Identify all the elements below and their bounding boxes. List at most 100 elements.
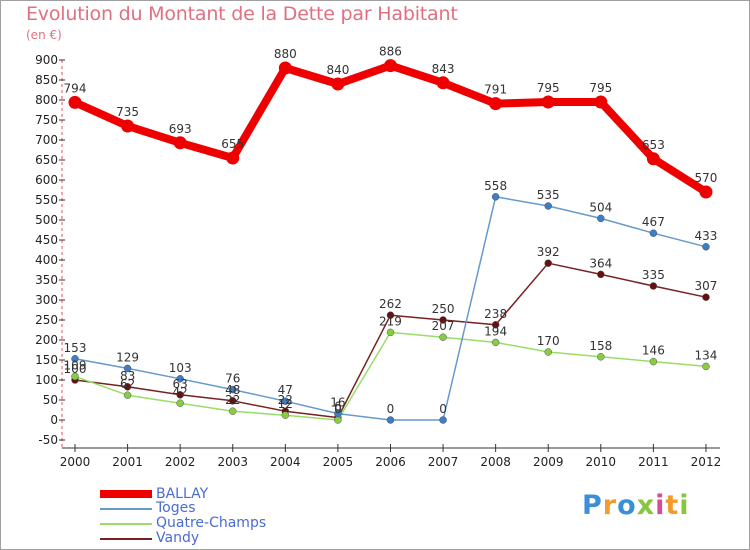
data-point — [281, 397, 290, 405]
data-label: 467 — [642, 215, 665, 229]
y-tick-label: 150 — [35, 353, 58, 367]
data-label: 392 — [537, 245, 560, 259]
data-label: 795 — [589, 81, 612, 95]
data-label: 22 — [225, 393, 240, 407]
data-point — [386, 416, 395, 424]
data-point — [334, 409, 342, 418]
x-tick-label: 2010 — [586, 455, 617, 469]
x-tick-label: 2001 — [112, 455, 143, 469]
data-point — [439, 333, 447, 341]
data-point — [226, 151, 240, 165]
data-label: 42 — [173, 385, 188, 399]
data-point — [68, 95, 82, 109]
data-label: 62 — [120, 377, 135, 391]
data-label: 12 — [278, 397, 293, 411]
data-point — [331, 77, 345, 91]
data-label: 504 — [589, 200, 612, 214]
data-label: 146 — [642, 344, 665, 358]
data-label: 880 — [274, 47, 297, 61]
data-label: 22 — [278, 393, 293, 407]
data-label: 250 — [432, 302, 455, 316]
axes: -500501001502002503003504004505005506006… — [35, 53, 721, 469]
y-tick-label: 850 — [35, 73, 58, 87]
data-label: 47 — [278, 383, 293, 397]
data-point — [439, 316, 447, 324]
data-point — [594, 95, 608, 109]
x-tick-label: 2002 — [165, 455, 196, 469]
data-label: 794 — [64, 81, 87, 95]
data-point — [71, 372, 79, 381]
y-tick-label: 200 — [35, 333, 58, 347]
data-label: 335 — [642, 268, 665, 282]
data-label: 535 — [537, 188, 560, 202]
data-label: 0 — [387, 402, 395, 416]
x-tick-label: 2007 — [428, 455, 459, 469]
data-label: 558 — [484, 179, 507, 193]
data-label: 219 — [379, 314, 402, 328]
y-tick-label: -50 — [38, 433, 58, 447]
data-point — [702, 362, 710, 371]
data-label: 16 — [330, 396, 345, 410]
data-label: 6 — [334, 400, 342, 414]
y-tick-label: 700 — [35, 133, 58, 147]
data-label: 83 — [120, 369, 135, 383]
legend-label-quatre-champs: Quatre-Champs — [156, 515, 267, 531]
data-label: 207 — [432, 319, 455, 333]
legend-label-vandy: Vandy — [156, 530, 200, 546]
data-point — [281, 411, 290, 419]
data-point — [544, 259, 552, 267]
data-point — [597, 353, 605, 361]
data-label: 433 — [695, 229, 718, 243]
data-point — [544, 348, 552, 356]
x-tick-label: 2004 — [270, 455, 301, 469]
data-labels: 794 735 693 655 880 840 886 843 791 795 795 653 570 1… — [64, 45, 718, 416]
data-point — [646, 152, 660, 166]
data-label: 693 — [169, 122, 192, 136]
data-point — [436, 76, 450, 90]
data-label: 103 — [169, 361, 192, 375]
x-tick-label: 2011 — [638, 455, 669, 469]
data-point — [702, 243, 710, 251]
data-label: 0 — [334, 402, 342, 416]
data-label: 262 — [379, 297, 402, 311]
y-tick-label: 100 — [35, 373, 58, 387]
data-label: 653 — [642, 138, 665, 152]
data-point — [649, 282, 658, 290]
chart-unit: (en €) — [26, 28, 62, 42]
data-label: 840 — [326, 63, 349, 77]
data-point — [123, 383, 132, 391]
data-point — [491, 193, 500, 201]
data-point — [228, 407, 237, 415]
data-point — [702, 293, 710, 301]
legend-label-toges: Toges — [156, 500, 196, 516]
data-label: 364 — [589, 256, 612, 270]
data-label: 76 — [225, 372, 240, 386]
data-point — [491, 321, 500, 329]
data-point — [489, 97, 503, 111]
data-label: 238 — [484, 307, 507, 321]
x-tick-label: 2008 — [480, 455, 511, 469]
data-point — [541, 95, 555, 109]
data-point — [176, 391, 184, 399]
y-tick-label: 0 — [50, 413, 58, 427]
data-point — [491, 338, 500, 347]
x-tick-label: 2009 — [533, 455, 564, 469]
data-label: 0 — [439, 402, 447, 416]
y-tick-label: 600 — [35, 173, 58, 187]
y-tick-label: 900 — [35, 53, 58, 67]
data-label: 194 — [484, 324, 507, 338]
data-point — [383, 59, 397, 73]
data-label: 153 — [64, 341, 87, 355]
data-point — [123, 391, 132, 399]
data-point — [176, 375, 184, 383]
x-tick-label: 2005 — [323, 455, 354, 469]
y-tick-label: 300 — [35, 293, 58, 307]
data-point — [439, 416, 447, 424]
data-label: 170 — [537, 334, 560, 348]
x-tick-label: 2003 — [217, 455, 248, 469]
y-tick-label: 450 — [35, 233, 58, 247]
data-label: 791 — [484, 83, 507, 97]
x-tick-label: 2006 — [375, 455, 406, 469]
data-label: 307 — [695, 279, 718, 293]
y-tick-label: 400 — [35, 253, 58, 267]
